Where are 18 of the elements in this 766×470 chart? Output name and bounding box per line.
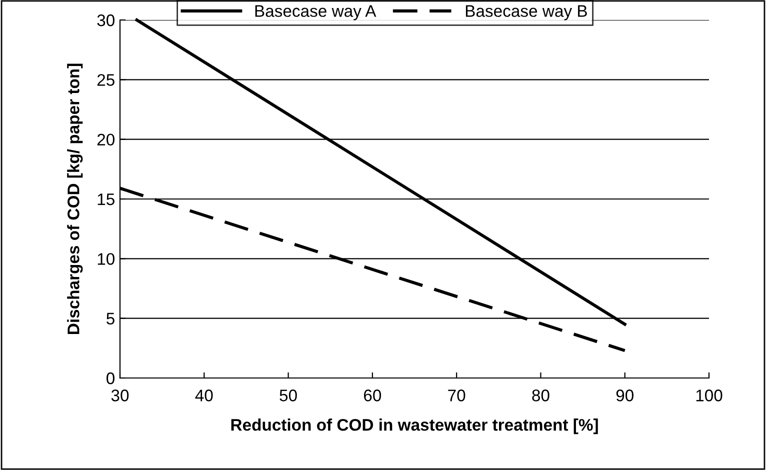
y-tick-label: 25	[97, 74, 114, 86]
x-tick-label: 50	[280, 390, 297, 402]
y-tick-label: 5	[106, 312, 114, 325]
x-tick-label: 60	[364, 390, 382, 402]
y-tick-label: 0	[106, 372, 114, 384]
x-tick-label: 40	[195, 390, 213, 402]
y-tick-label: 10	[98, 253, 114, 265]
x-tick-label: 80	[532, 390, 550, 402]
x-tick-label: 70	[448, 390, 466, 402]
y-axis-title: Discharges of COD [kg/ paper ton]	[67, 64, 83, 334]
y-tick-label: 20	[97, 134, 114, 146]
x-tick-label: 90	[616, 390, 634, 402]
legend-label: Basecase way B	[466, 5, 587, 20]
x-axis-title: Reduction of COD in wastewater treatment [%]	[231, 418, 598, 434]
legend-label: Basecase way A	[255, 5, 376, 20]
y-tick-label: 30	[97, 14, 114, 26]
y-tick-label: 15	[98, 194, 114, 206]
x-tick-label: 100	[696, 390, 722, 402]
